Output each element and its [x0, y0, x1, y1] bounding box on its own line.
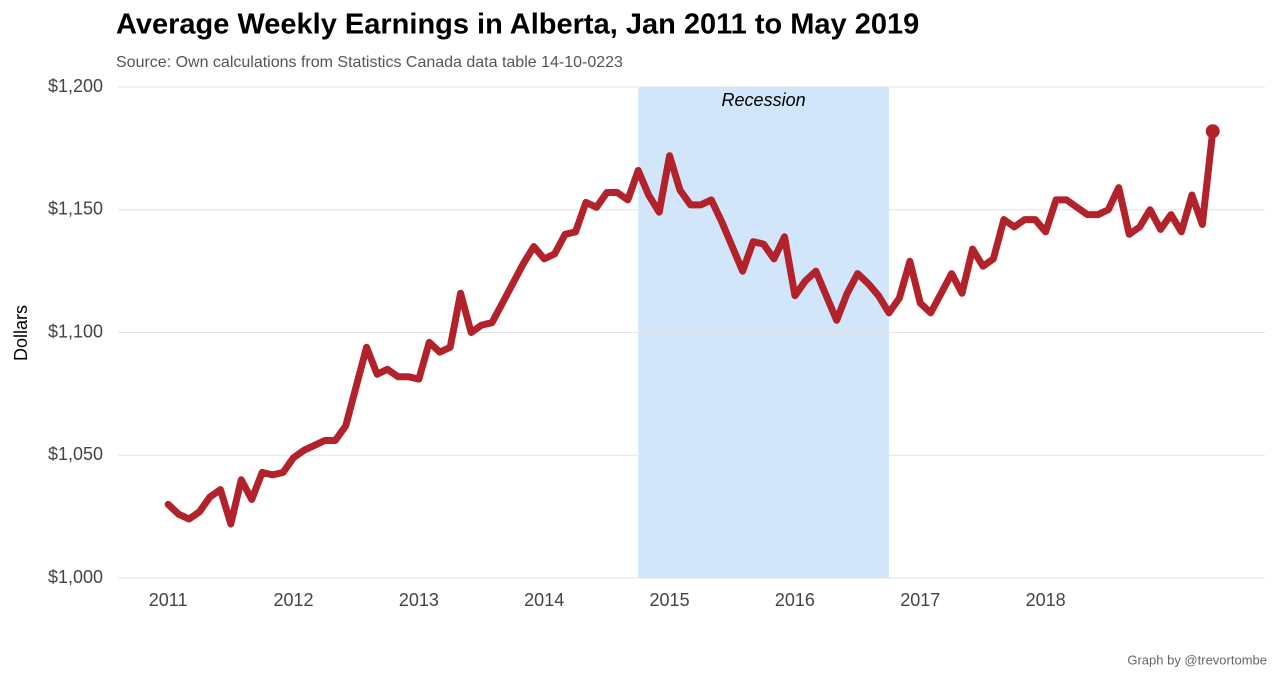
chart-subtitle: Source: Own calculations from Statistics…: [116, 54, 623, 71]
y-axis-label: Dollars: [11, 305, 31, 361]
x-tick-label: 2011: [149, 590, 188, 610]
x-tick-label: 2016: [775, 590, 815, 610]
x-tick-label: 2015: [650, 590, 690, 610]
recession-label: Recession: [722, 90, 806, 110]
y-tick-label: $1,150: [48, 199, 103, 219]
y-tick-label: $1,050: [48, 444, 103, 464]
x-tick-label: 2017: [900, 590, 940, 610]
x-tick-label: 2013: [399, 590, 439, 610]
data-line: [164, 127, 1217, 528]
x-tick-label: 2012: [273, 590, 313, 610]
end-point: [1205, 124, 1220, 139]
caption: Graph by @trevortombe: [1127, 652, 1267, 667]
y-tick-label: $1,000: [48, 567, 103, 587]
chart-title: Average Weekly Earnings in Alberta, Jan …: [116, 9, 919, 41]
x-tick-label: 2014: [524, 590, 564, 610]
y-tick-label: $1,100: [48, 321, 103, 341]
y-tick-label: $1,200: [48, 76, 103, 96]
x-tick-label: 2018: [1026, 590, 1066, 610]
